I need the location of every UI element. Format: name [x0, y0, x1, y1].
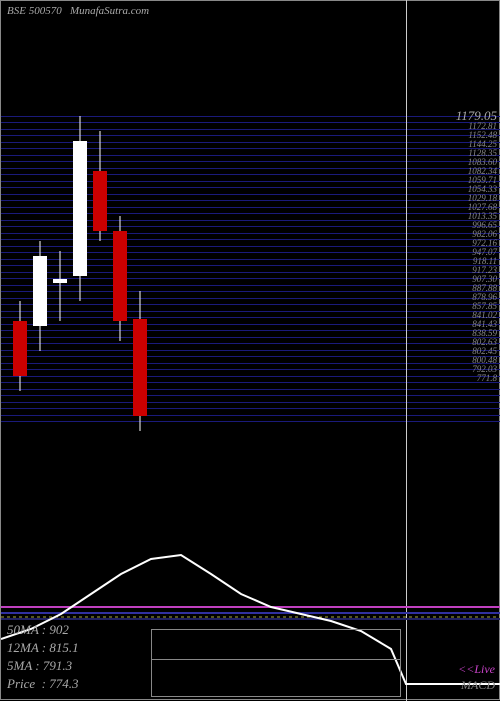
ma12-row: 12MA : 815.1 [7, 639, 79, 657]
price-label: 771.8 [456, 374, 497, 383]
macd-box-inner [151, 659, 401, 697]
exchange-label: BSE [7, 5, 26, 17]
site-label: MunafaSutra.com [70, 5, 149, 17]
info-box: 50MA : 902 12MA : 815.1 5MA : 791.3 Pric… [7, 621, 79, 693]
symbol-label: 500570 [29, 5, 62, 17]
price-row: Price : 774.3 [7, 675, 79, 693]
macd-label: MACD [461, 678, 495, 693]
ma5-row: 5MA : 791.3 [7, 657, 79, 675]
price-axis-labels: 1179.05 1172.811152.481144.251128.351083… [456, 111, 497, 383]
chart-header: BSE 500570 MunafaSutra.com [7, 5, 149, 17]
top-price: 1179.05 [456, 111, 497, 120]
live-label: <<Live [458, 662, 495, 677]
candlestick-chart: 1179.05 1172.811152.481144.251128.351083… [1, 21, 500, 521]
ma50-row: 50MA : 902 [7, 621, 79, 639]
